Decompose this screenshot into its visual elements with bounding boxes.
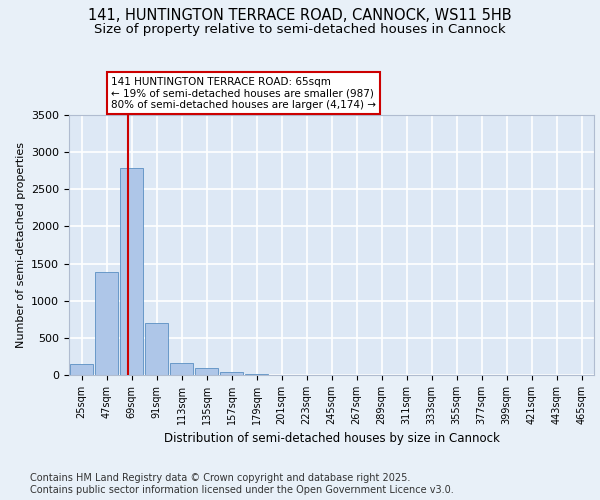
Bar [70, 364, 93, 375]
Bar [220, 372, 243, 375]
Bar [195, 368, 218, 375]
Text: 141 HUNTINGTON TERRACE ROAD: 65sqm
← 19% of semi-detached houses are smaller (98: 141 HUNTINGTON TERRACE ROAD: 65sqm ← 19%… [111, 76, 376, 110]
X-axis label: Distribution of semi-detached houses by size in Cannock: Distribution of semi-detached houses by … [164, 432, 499, 446]
Text: Contains HM Land Registry data © Crown copyright and database right 2025.
Contai: Contains HM Land Registry data © Crown c… [30, 474, 454, 495]
Y-axis label: Number of semi-detached properties: Number of semi-detached properties [16, 142, 26, 348]
Bar [120, 168, 143, 375]
Bar [95, 272, 118, 375]
Text: 141, HUNTINGTON TERRACE ROAD, CANNOCK, WS11 5HB: 141, HUNTINGTON TERRACE ROAD, CANNOCK, W… [88, 8, 512, 22]
Bar [245, 374, 268, 375]
Text: Size of property relative to semi-detached houses in Cannock: Size of property relative to semi-detach… [94, 22, 506, 36]
Bar [145, 323, 168, 375]
Bar [170, 362, 193, 375]
